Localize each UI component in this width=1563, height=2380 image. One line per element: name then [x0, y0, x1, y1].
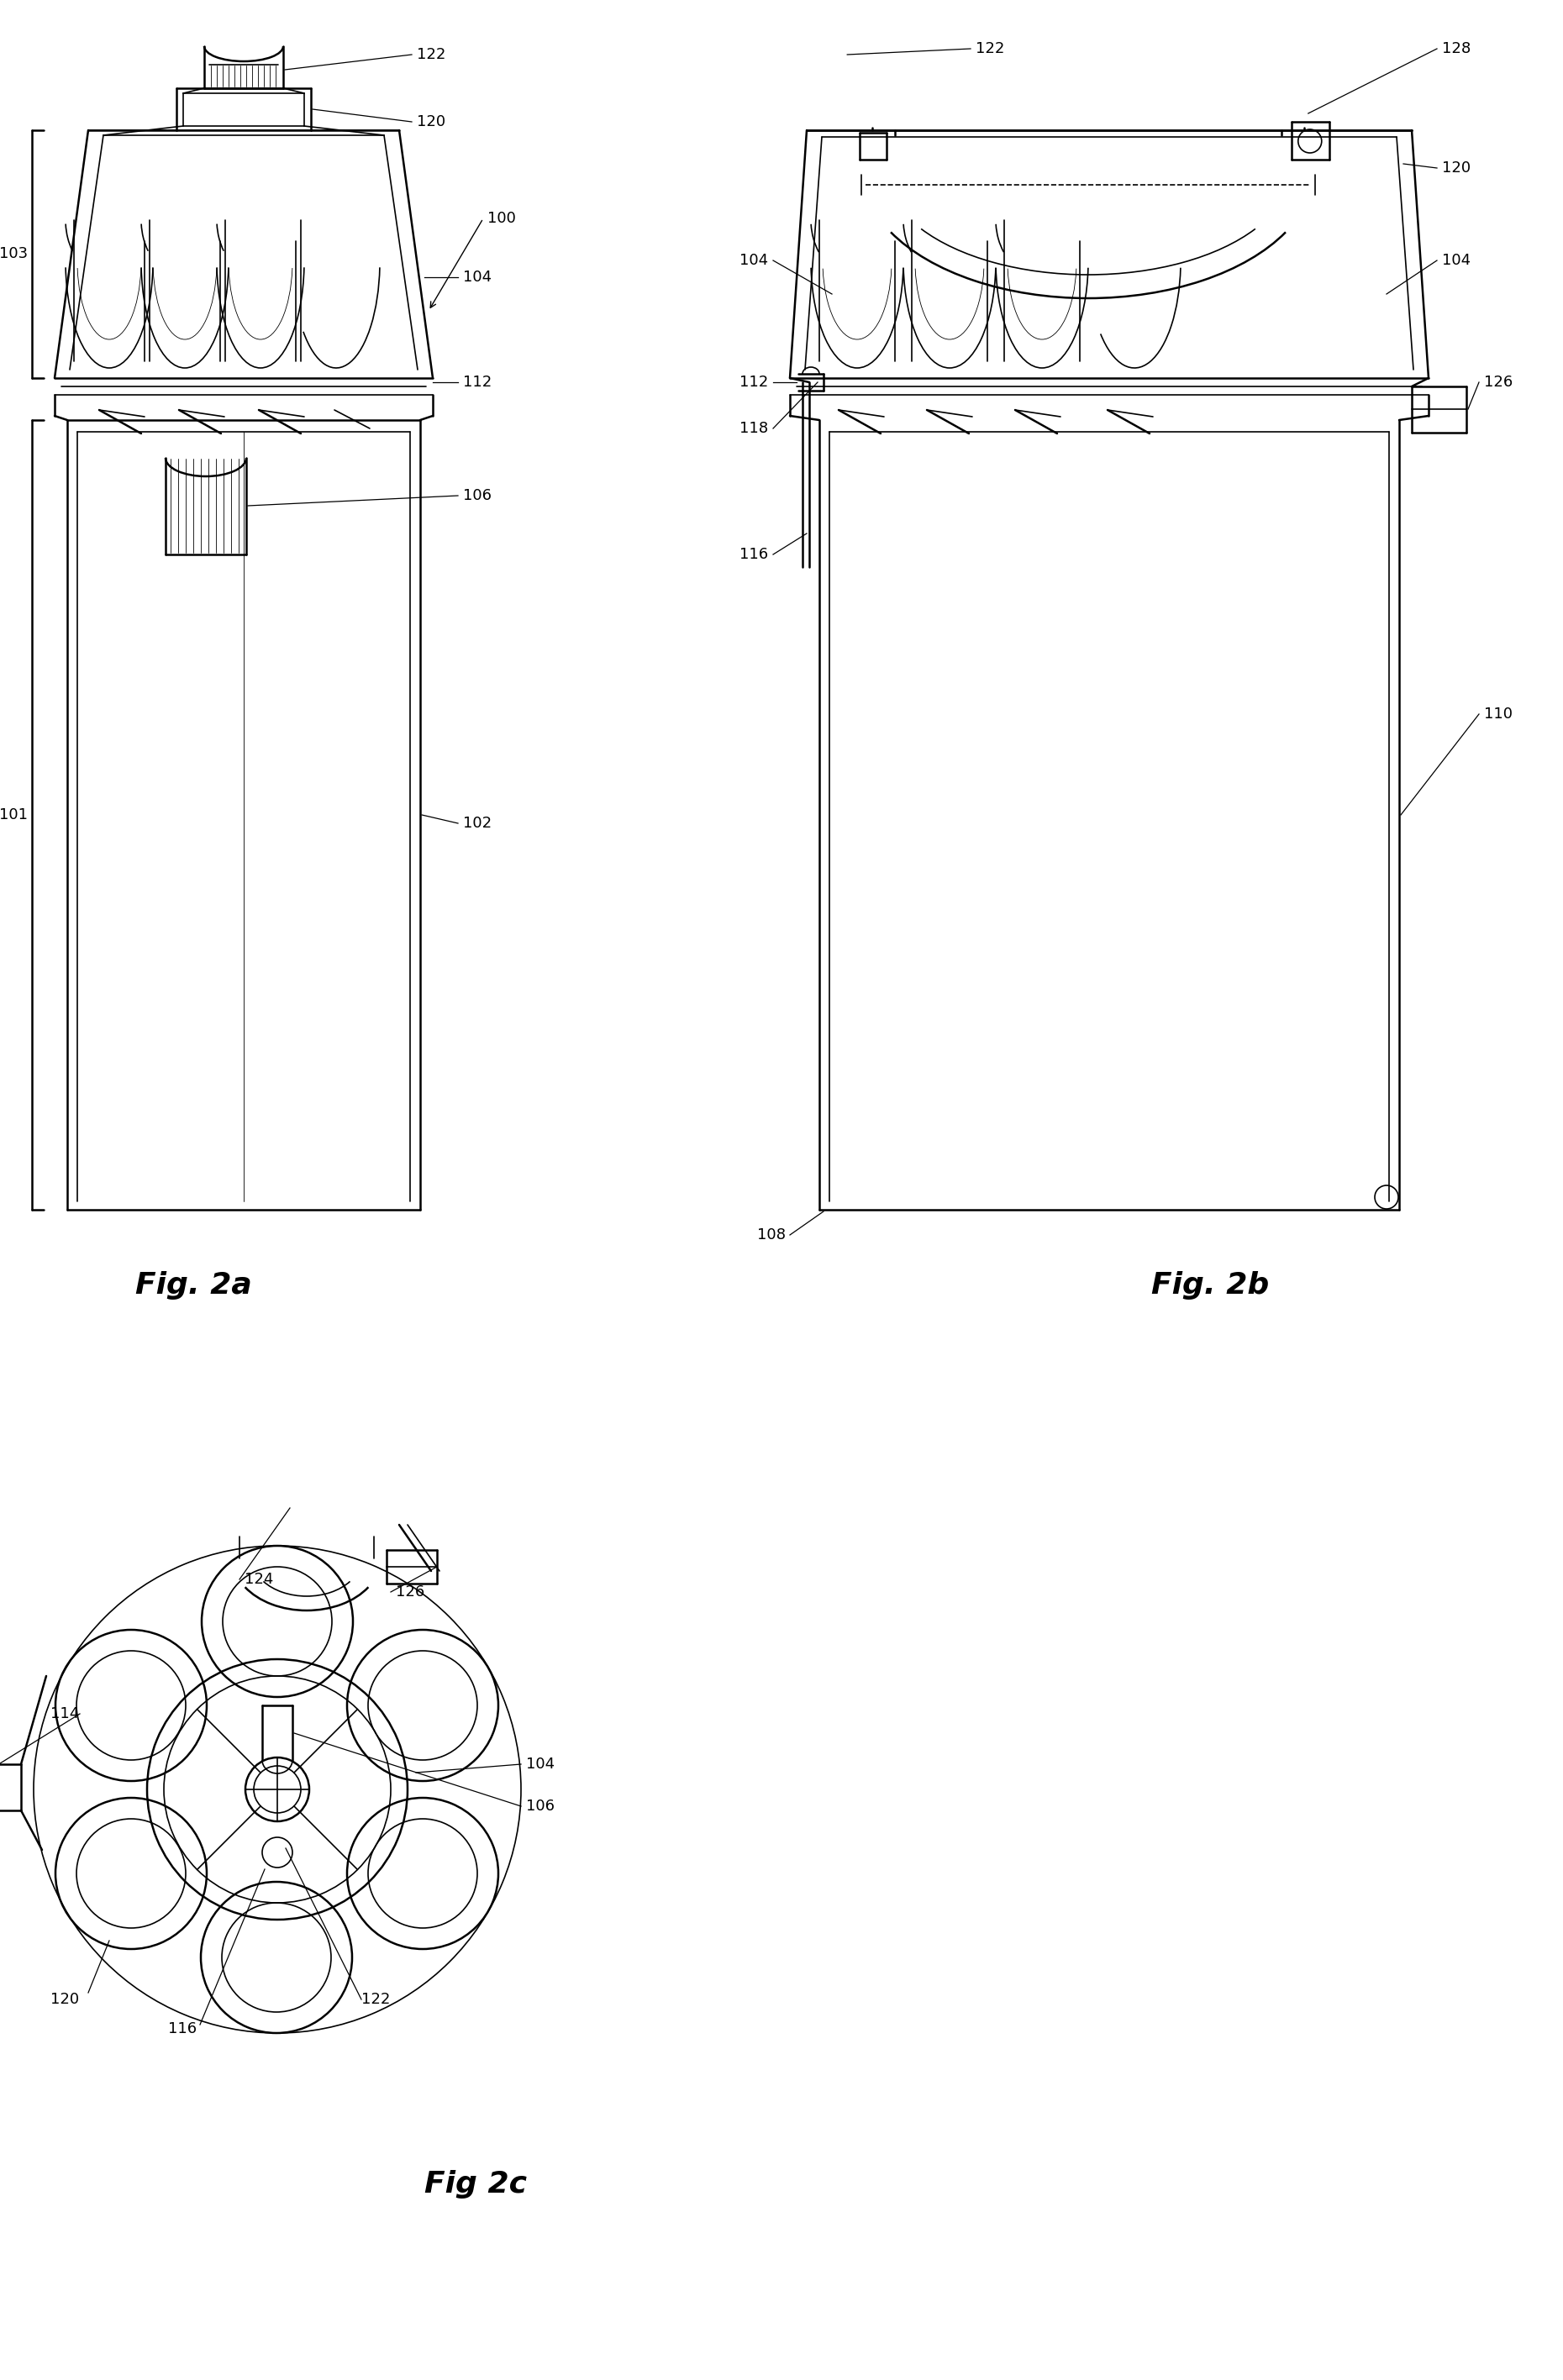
Text: 116: 116 [169, 2021, 197, 2037]
Text: 104: 104 [463, 269, 492, 286]
Text: 120: 120 [417, 114, 445, 129]
Text: 100: 100 [488, 212, 516, 226]
Text: 128: 128 [1443, 40, 1471, 57]
Text: 126: 126 [395, 1585, 425, 1599]
Text: 112: 112 [463, 374, 492, 390]
Text: 122: 122 [361, 1992, 391, 2006]
Text: Fig. 2b: Fig. 2b [1150, 1271, 1269, 1299]
Text: 118: 118 [739, 421, 767, 436]
Text: 102: 102 [463, 816, 492, 831]
Text: 101: 101 [0, 807, 28, 823]
Text: Fig. 2a: Fig. 2a [134, 1271, 252, 1299]
Text: 124: 124 [244, 1571, 274, 1587]
Text: 110: 110 [1483, 707, 1513, 721]
Text: 120: 120 [50, 1992, 80, 2006]
Text: 106: 106 [527, 1799, 555, 1814]
Text: 108: 108 [756, 1228, 786, 1242]
Text: 104: 104 [1443, 252, 1471, 269]
Text: 103: 103 [0, 245, 28, 262]
Text: 114: 114 [50, 1706, 80, 1721]
Text: 104: 104 [739, 252, 767, 269]
Text: 112: 112 [739, 374, 767, 390]
Text: 120: 120 [1443, 159, 1471, 176]
Text: 116: 116 [739, 547, 767, 562]
Text: Fig 2c: Fig 2c [425, 2171, 527, 2199]
Text: 104: 104 [527, 1756, 555, 1771]
Text: 122: 122 [417, 48, 445, 62]
Text: 106: 106 [463, 488, 492, 502]
Text: 122: 122 [975, 40, 1005, 57]
Text: 126: 126 [1483, 374, 1513, 390]
